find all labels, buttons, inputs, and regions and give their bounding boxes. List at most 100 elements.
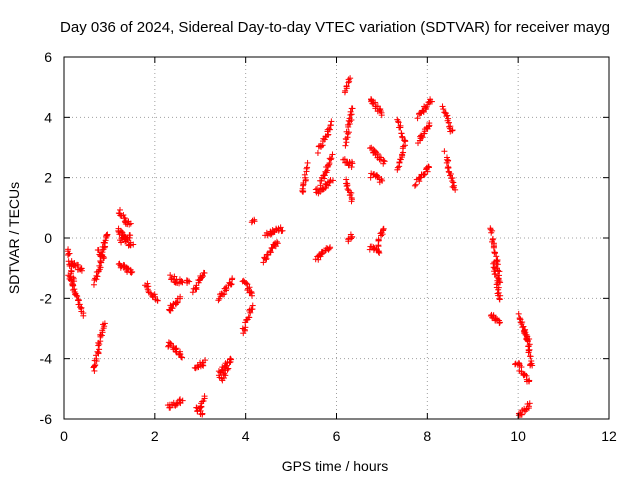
data-point [397, 124, 404, 131]
data-point [248, 288, 255, 295]
data-point [127, 232, 134, 239]
data-point [374, 150, 381, 157]
data-point [94, 246, 101, 253]
data-point [94, 273, 101, 280]
data-point [314, 149, 321, 156]
data-point [348, 105, 355, 112]
data-point [318, 142, 325, 149]
y-tick-label: -2 [40, 290, 53, 306]
data-point [423, 103, 430, 110]
data-point [267, 248, 274, 255]
data-point [526, 377, 533, 384]
data-point [101, 239, 108, 246]
data-point [186, 278, 193, 285]
data-point [375, 237, 382, 244]
axis-ticks [63, 56, 610, 420]
data-point [494, 279, 501, 286]
data-point [127, 220, 134, 227]
x-tick-label: 8 [423, 428, 431, 444]
data-point [65, 251, 72, 258]
data-point [451, 182, 458, 189]
data-point [96, 251, 103, 258]
data-point [345, 129, 352, 136]
data-point [244, 281, 251, 288]
data-point [490, 312, 497, 319]
data-point [154, 297, 161, 304]
data-point [444, 112, 451, 119]
x-tick-label: 12 [601, 428, 617, 444]
data-point [126, 234, 133, 241]
y-tick-label: -4 [40, 351, 53, 367]
data-point [173, 401, 180, 408]
data-point [529, 362, 536, 369]
data-point [96, 341, 103, 348]
data-point [262, 256, 269, 263]
data-point [348, 117, 355, 124]
data-point [330, 177, 337, 184]
data-point [229, 275, 236, 282]
data-point [99, 243, 106, 250]
data-point [440, 106, 447, 113]
x-tick-label: 4 [242, 428, 250, 444]
data-point [192, 284, 199, 291]
data-point [199, 273, 206, 280]
data-point [225, 365, 232, 372]
data-point [494, 261, 501, 268]
data-point [347, 191, 354, 198]
data-point [347, 75, 354, 82]
data-point [349, 160, 356, 167]
data-point [99, 329, 106, 336]
data-point [445, 157, 452, 164]
data-point [77, 266, 84, 273]
data-point [201, 269, 208, 276]
data-point [196, 277, 203, 284]
data-point [96, 346, 103, 353]
data-points [64, 75, 536, 419]
data-point [368, 97, 375, 104]
data-point [245, 314, 252, 321]
data-point [420, 109, 427, 116]
data-point [320, 172, 327, 179]
data-point [91, 363, 98, 370]
data-point [318, 250, 325, 257]
data-point [491, 259, 498, 266]
data-point [348, 164, 355, 171]
data-point [96, 262, 103, 269]
data-point [274, 240, 281, 247]
data-point [167, 272, 174, 279]
data-point [439, 103, 446, 110]
data-point [277, 224, 284, 231]
data-point [315, 187, 322, 194]
data-point [395, 119, 402, 126]
data-point [178, 354, 185, 361]
data-point [349, 233, 356, 240]
data-point [169, 305, 176, 312]
data-point [328, 118, 335, 125]
data-point [260, 259, 267, 266]
data-point [411, 182, 418, 189]
data-point [98, 332, 105, 339]
data-point [326, 179, 333, 186]
data-point [249, 292, 256, 299]
y-axis-label: SDTVAR / TECUs [6, 182, 22, 294]
data-point [412, 181, 419, 188]
data-point [526, 400, 533, 407]
data-point [101, 320, 108, 327]
data-point [329, 151, 336, 158]
y-tick-label: -6 [40, 411, 53, 427]
data-point [526, 346, 533, 353]
data-point [177, 293, 184, 300]
data-point [450, 179, 457, 186]
data-point [443, 159, 450, 166]
data-point [424, 168, 431, 175]
data-point [179, 397, 186, 404]
data-point [327, 156, 334, 163]
data-point [304, 164, 311, 171]
data-point [199, 398, 206, 405]
data-point [227, 280, 234, 287]
y-tick-label: 4 [44, 109, 52, 125]
x-tick-label: 10 [510, 428, 526, 444]
data-point [251, 218, 258, 225]
data-point [67, 276, 74, 283]
